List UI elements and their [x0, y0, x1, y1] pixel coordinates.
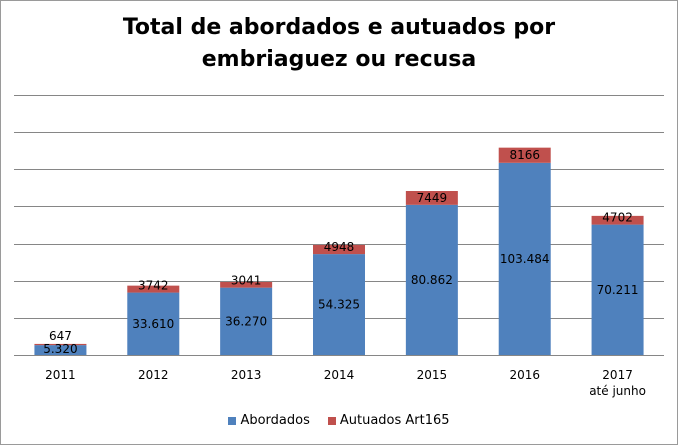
data-label-autuados: 8166 [509, 148, 540, 162]
x-tick-label: 2014 [324, 368, 355, 382]
data-label-autuados: 4948 [324, 240, 355, 254]
legend-item-abordados: Abordados [228, 413, 310, 428]
x-tick-label: até junho [589, 384, 646, 398]
x-tick-label: 2012 [138, 368, 169, 382]
data-label-autuados: 3041 [231, 274, 262, 288]
bar-abordados [220, 287, 273, 355]
bar-abordados [127, 292, 180, 355]
x-tick-label: 2017 [602, 368, 633, 382]
data-label-autuados: 3742 [138, 279, 169, 293]
legend-label-abordados: Abordados [240, 413, 310, 428]
chart-title-line-1: Total de abordados e autuados por [122, 15, 556, 40]
chart-title: Total de abordados e autuados por embria… [0, 12, 678, 76]
data-label-abordados: 70.211 [597, 283, 639, 297]
x-tick-label: 2016 [509, 368, 540, 382]
legend-item-autuados: Autuados Art165 [327, 413, 450, 428]
bar-abordados [34, 345, 87, 355]
x-tick-label: 2011 [45, 368, 76, 382]
data-label-abordados: 5.320 [43, 342, 77, 356]
chart-legend: Abordados Autuados Art165 [0, 413, 678, 428]
bar-autuados [34, 343, 87, 346]
bar-autuados [313, 244, 365, 255]
data-label-abordados: 36.270 [225, 314, 267, 328]
x-tick-label: 2013 [231, 368, 262, 382]
bar-abordados [498, 162, 551, 355]
chart-title-line-2: embriaguez ou recusa [201, 47, 477, 72]
data-label-autuados: 647 [49, 329, 72, 343]
bar-abordados [405, 204, 458, 355]
bar-autuados [127, 285, 180, 293]
data-label-abordados: 80.862 [411, 273, 453, 287]
data-label-autuados: 4702 [602, 211, 633, 225]
bar-autuados [220, 281, 273, 288]
data-label-abordados: 33.610 [132, 317, 174, 331]
data-label-abordados: 54.325 [318, 298, 360, 312]
bar-autuados [498, 147, 551, 163]
bar-autuados [591, 215, 644, 225]
legend-swatch-abordados [228, 416, 237, 425]
legend-swatch-autuados [327, 416, 336, 425]
legend-label-autuados: Autuados Art165 [339, 413, 450, 428]
data-label-autuados: 7449 [417, 191, 448, 205]
bar-abordados [591, 224, 644, 355]
bar-autuados [405, 190, 458, 205]
data-label-abordados: 103.484 [500, 252, 550, 266]
x-tick-label: 2015 [417, 368, 448, 382]
bar-abordados [313, 254, 365, 355]
